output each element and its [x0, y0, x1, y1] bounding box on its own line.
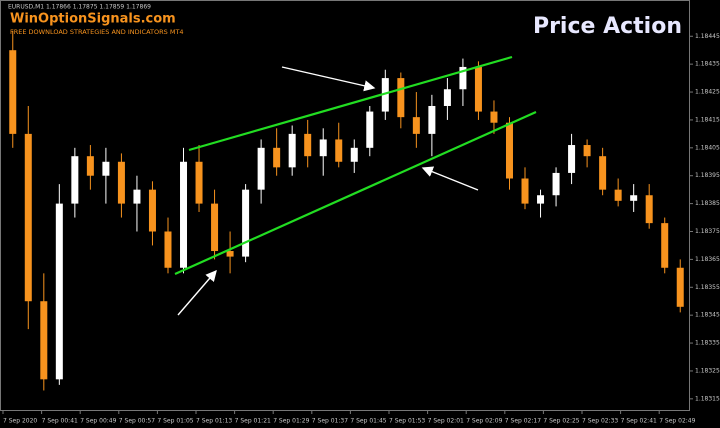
- candle-body: [676, 267, 684, 307]
- y-tick-label: 1.18365: [695, 256, 720, 263]
- x-tick-label: 7 Sep 01:53: [389, 418, 425, 425]
- candle-body: [397, 78, 405, 118]
- chart-title: Price Action: [533, 14, 682, 39]
- candle-body: [443, 89, 451, 106]
- candle-body: [521, 178, 529, 204]
- candle-body: [40, 301, 48, 380]
- candle-body: [583, 145, 591, 157]
- y-tick-label: 1.18405: [695, 144, 720, 151]
- candle-body: [335, 139, 343, 162]
- candle-body: [242, 189, 250, 257]
- candle-body: [490, 111, 498, 123]
- trend-line-lower: [174, 110, 537, 276]
- candle-body: [319, 139, 327, 157]
- candle-body: [102, 161, 110, 176]
- brand: WinOptionSignals.com: [10, 12, 176, 27]
- y-tick-label: 1.18445: [695, 33, 720, 40]
- candle-body: [614, 189, 622, 201]
- x-tick-label: 7 Sep 01:45: [350, 418, 386, 425]
- x-tick-label: 7 Sep 01:21: [235, 418, 271, 425]
- y-tick-label: 1.18395: [695, 172, 720, 179]
- candle-body: [304, 133, 312, 157]
- y-tick-label: 1.18425: [695, 89, 720, 96]
- candle-body: [366, 111, 374, 148]
- candle-body: [9, 50, 17, 134]
- candle-body: [86, 156, 94, 176]
- y-tick-label: 1.18335: [695, 340, 720, 347]
- arrow: [281, 66, 376, 92]
- candle-body: [568, 145, 576, 173]
- x-tick-label: 7 Sep 02:25: [543, 418, 579, 425]
- x-tick-label: 7 Sep 01:05: [157, 418, 193, 425]
- subtitle: FREE DOWNLOAD STRATEGIES AND INDICATORS …: [10, 28, 184, 36]
- y-tick-label: 1.18325: [695, 367, 720, 374]
- x-tick-label: 7 Sep 02:33: [582, 418, 618, 425]
- candle-body: [273, 147, 281, 168]
- candle-body: [661, 223, 669, 268]
- candle-body: [599, 156, 607, 190]
- candle-body: [630, 195, 638, 201]
- y-tick-label: 1.18355: [695, 284, 720, 291]
- y-tick-label: 1.18345: [695, 312, 720, 319]
- x-tick-label: 7 Sep 01:13: [196, 418, 232, 425]
- y-tick-label: 1.18385: [695, 200, 720, 207]
- candle-body: [71, 156, 79, 204]
- x-tick-label: 7 Sep 02:01: [428, 418, 464, 425]
- arrow: [421, 166, 479, 191]
- plot-frame: [0, 0, 690, 411]
- candles: [9, 30, 684, 391]
- y-tick-label: 1.18435: [695, 61, 720, 68]
- symbol-info: EURUSD,M1 1.17866 1.17875 1.17859 1.1786…: [8, 4, 151, 11]
- candle-body: [459, 66, 467, 90]
- y-tick-label: 1.18415: [695, 116, 720, 123]
- candle-body: [645, 195, 653, 224]
- x-tick-label: 7 Sep 01:37: [312, 418, 348, 425]
- y-tick-label: 1.18315: [695, 395, 720, 402]
- candle-body: [148, 189, 156, 232]
- candle-body: [350, 147, 358, 162]
- candle-body: [133, 189, 141, 204]
- x-tick-label: 7 Sep 02:49: [659, 418, 695, 425]
- candle-body: [164, 231, 172, 268]
- candle-body: [505, 122, 513, 179]
- candle-body: [117, 161, 125, 204]
- x-tick-label: 7 Sep 00:57: [119, 418, 155, 425]
- candle-body: [180, 161, 188, 268]
- y-tick-label: 1.18375: [695, 228, 720, 235]
- x-tick-label: 7 Sep 02:17: [505, 418, 541, 425]
- candle-body: [55, 203, 63, 380]
- candle-body: [24, 133, 32, 302]
- candle-body: [211, 203, 219, 252]
- candle-body: [412, 117, 420, 134]
- arrow: [177, 269, 217, 316]
- x-tick-label: 7 Sep 02:41: [621, 418, 657, 425]
- candle-body: [288, 133, 296, 168]
- x-tick-label: 7 Sep 01:29: [273, 418, 309, 425]
- candle-body: [381, 78, 389, 112]
- candle-body: [257, 147, 265, 190]
- candle-body: [428, 105, 436, 134]
- candle-body: [226, 251, 234, 257]
- trend-line-upper: [188, 55, 513, 152]
- candle-body: [474, 66, 482, 112]
- candle-body: [195, 161, 203, 204]
- x-tick-label: 7 Sep 2020: [3, 418, 37, 425]
- x-tick-label: 7 Sep 02:09: [466, 418, 502, 425]
- x-tick-label: 7 Sep 00:41: [42, 418, 78, 425]
- x-tick-label: 7 Sep 00:49: [80, 418, 116, 425]
- candle-body: [552, 172, 560, 196]
- candle-body: [537, 195, 545, 204]
